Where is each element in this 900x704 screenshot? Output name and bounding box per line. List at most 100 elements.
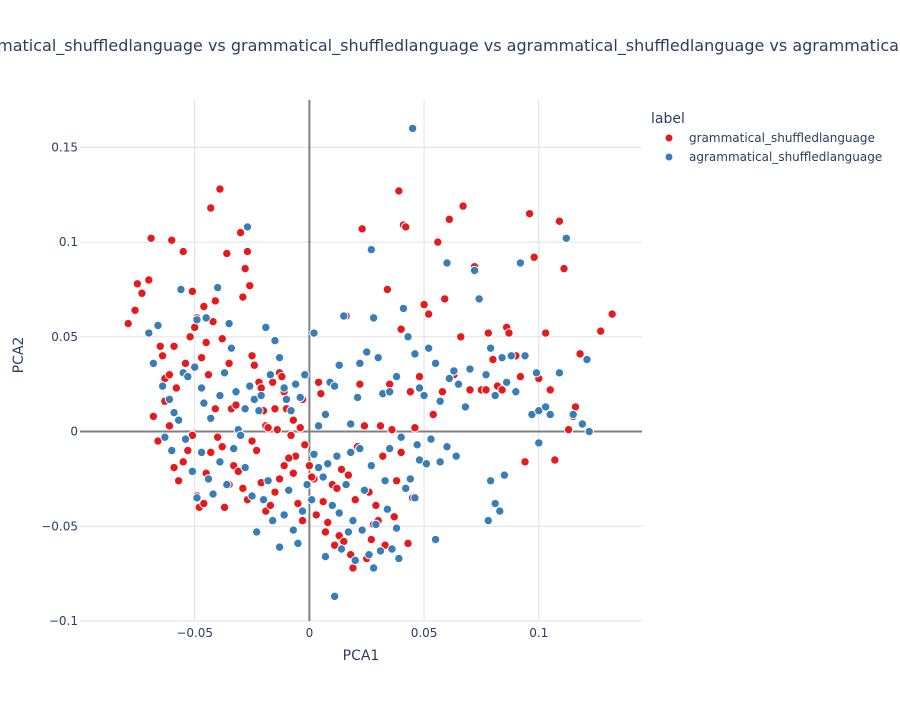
point-agrammatical — [208, 489, 218, 499]
point-grammatical — [238, 292, 248, 302]
point-agrammatical — [384, 387, 395, 397]
point-agrammatical — [196, 383, 207, 393]
y-tick-label: 0.05 — [51, 330, 78, 344]
y-tick-label: −0.05 — [41, 519, 78, 533]
point-grammatical — [456, 332, 466, 342]
point-agrammatical — [531, 368, 542, 378]
point-agrammatical — [192, 493, 202, 503]
legend-item-label[interactable]: grammatical_shuffledlanguage — [689, 131, 875, 145]
point-grammatical — [423, 309, 434, 319]
point-grammatical — [414, 371, 425, 382]
x-axis-title: PCA1 — [343, 648, 380, 664]
point-grammatical — [554, 216, 565, 226]
point-grammatical — [437, 387, 448, 397]
point-agrammatical — [421, 459, 432, 469]
point-grammatical — [196, 352, 207, 363]
point-agrammatical — [380, 476, 390, 486]
point-agrammatical — [148, 358, 159, 369]
x-tick-labels: −0.05 0 0.05 0.1 — [176, 626, 548, 640]
point-grammatical — [185, 332, 195, 342]
point-grammatical — [394, 186, 404, 196]
y-tick-label: 0.1 — [59, 235, 78, 249]
point-agrammatical — [320, 551, 331, 562]
x-tick-label: 0.05 — [411, 626, 438, 640]
point-grammatical — [336, 464, 347, 475]
point-agrammatical — [410, 493, 420, 503]
point-grammatical — [270, 404, 280, 414]
point-agrammatical — [430, 534, 441, 545]
point-agrammatical — [297, 506, 308, 516]
point-agrammatical — [577, 419, 588, 429]
y-tick-labels: −0.1 −0.05 0 0.05 0.1 0.15 — [41, 140, 78, 628]
point-grammatical — [391, 476, 402, 486]
point-agrammatical — [368, 563, 379, 573]
point-agrammatical — [261, 322, 271, 333]
point-agrammatical — [474, 294, 484, 304]
x-tick-label: 0.1 — [529, 626, 548, 640]
point-agrammatical — [582, 354, 592, 365]
point-grammatical — [540, 328, 551, 338]
point-agrammatical — [196, 447, 207, 458]
point-grammatical — [607, 309, 617, 319]
point-grammatical — [155, 341, 165, 351]
point-agrammatical — [279, 510, 289, 520]
point-agrammatical — [371, 519, 381, 530]
point-grammatical — [323, 517, 333, 528]
point-grammatical — [167, 235, 177, 245]
point-agrammatical — [430, 358, 441, 369]
point-agrammatical — [394, 553, 404, 564]
point-grammatical — [481, 385, 491, 395]
point-grammatical — [215, 184, 225, 194]
point-grammatical — [183, 445, 193, 456]
point-agrammatical — [355, 358, 365, 369]
point-agrammatical — [407, 123, 418, 134]
point-agrammatical — [251, 527, 262, 537]
legend-item-label[interactable]: agrammatical_shuffledlanguage — [689, 150, 882, 164]
point-agrammatical — [368, 313, 379, 323]
point-agrammatical — [499, 470, 510, 480]
point-grammatical — [403, 538, 413, 549]
point-grammatical — [130, 305, 140, 315]
point-grammatical — [199, 301, 209, 312]
point-grammatical — [550, 455, 560, 465]
x-tick-label: −0.05 — [176, 626, 213, 640]
legend[interactable]: label grammatical_shuffledlanguageagramm… — [651, 111, 882, 164]
point-grammatical — [545, 385, 555, 395]
point-grammatical — [313, 377, 324, 387]
point-grammatical — [458, 201, 468, 211]
point-agrammatical — [302, 479, 312, 490]
point-agrammatical — [345, 419, 356, 429]
point-grammatical — [203, 370, 214, 380]
point-agrammatical — [403, 332, 413, 342]
point-grammatical — [288, 468, 299, 478]
point-grammatical — [300, 440, 310, 450]
point-agrammatical — [412, 440, 422, 450]
point-agrammatical — [584, 426, 594, 437]
point-grammatical — [440, 294, 450, 304]
point-agrammatical — [469, 265, 480, 276]
point-agrammatical — [534, 438, 544, 448]
point-agrammatical — [318, 472, 328, 482]
point-agrammatical — [435, 396, 445, 406]
point-agrammatical — [414, 383, 425, 393]
point-grammatical — [515, 371, 526, 382]
point-grammatical — [123, 318, 133, 329]
point-agrammatical — [345, 447, 356, 458]
point-agrammatical — [382, 504, 393, 514]
point-agrammatical — [501, 377, 512, 387]
point-grammatical — [332, 483, 342, 494]
point-agrammatical — [215, 457, 225, 467]
point-agrammatical — [391, 371, 402, 382]
point-grammatical — [575, 349, 585, 359]
point-grammatical — [286, 430, 296, 441]
point-agrammatical — [490, 498, 500, 509]
point-grammatical — [293, 498, 303, 509]
point-grammatical — [263, 423, 273, 433]
legend-title: label — [651, 111, 685, 127]
point-grammatical — [529, 252, 539, 262]
point-agrammatical — [336, 544, 347, 554]
point-grammatical — [304, 460, 315, 471]
point-agrammatical — [515, 258, 526, 268]
